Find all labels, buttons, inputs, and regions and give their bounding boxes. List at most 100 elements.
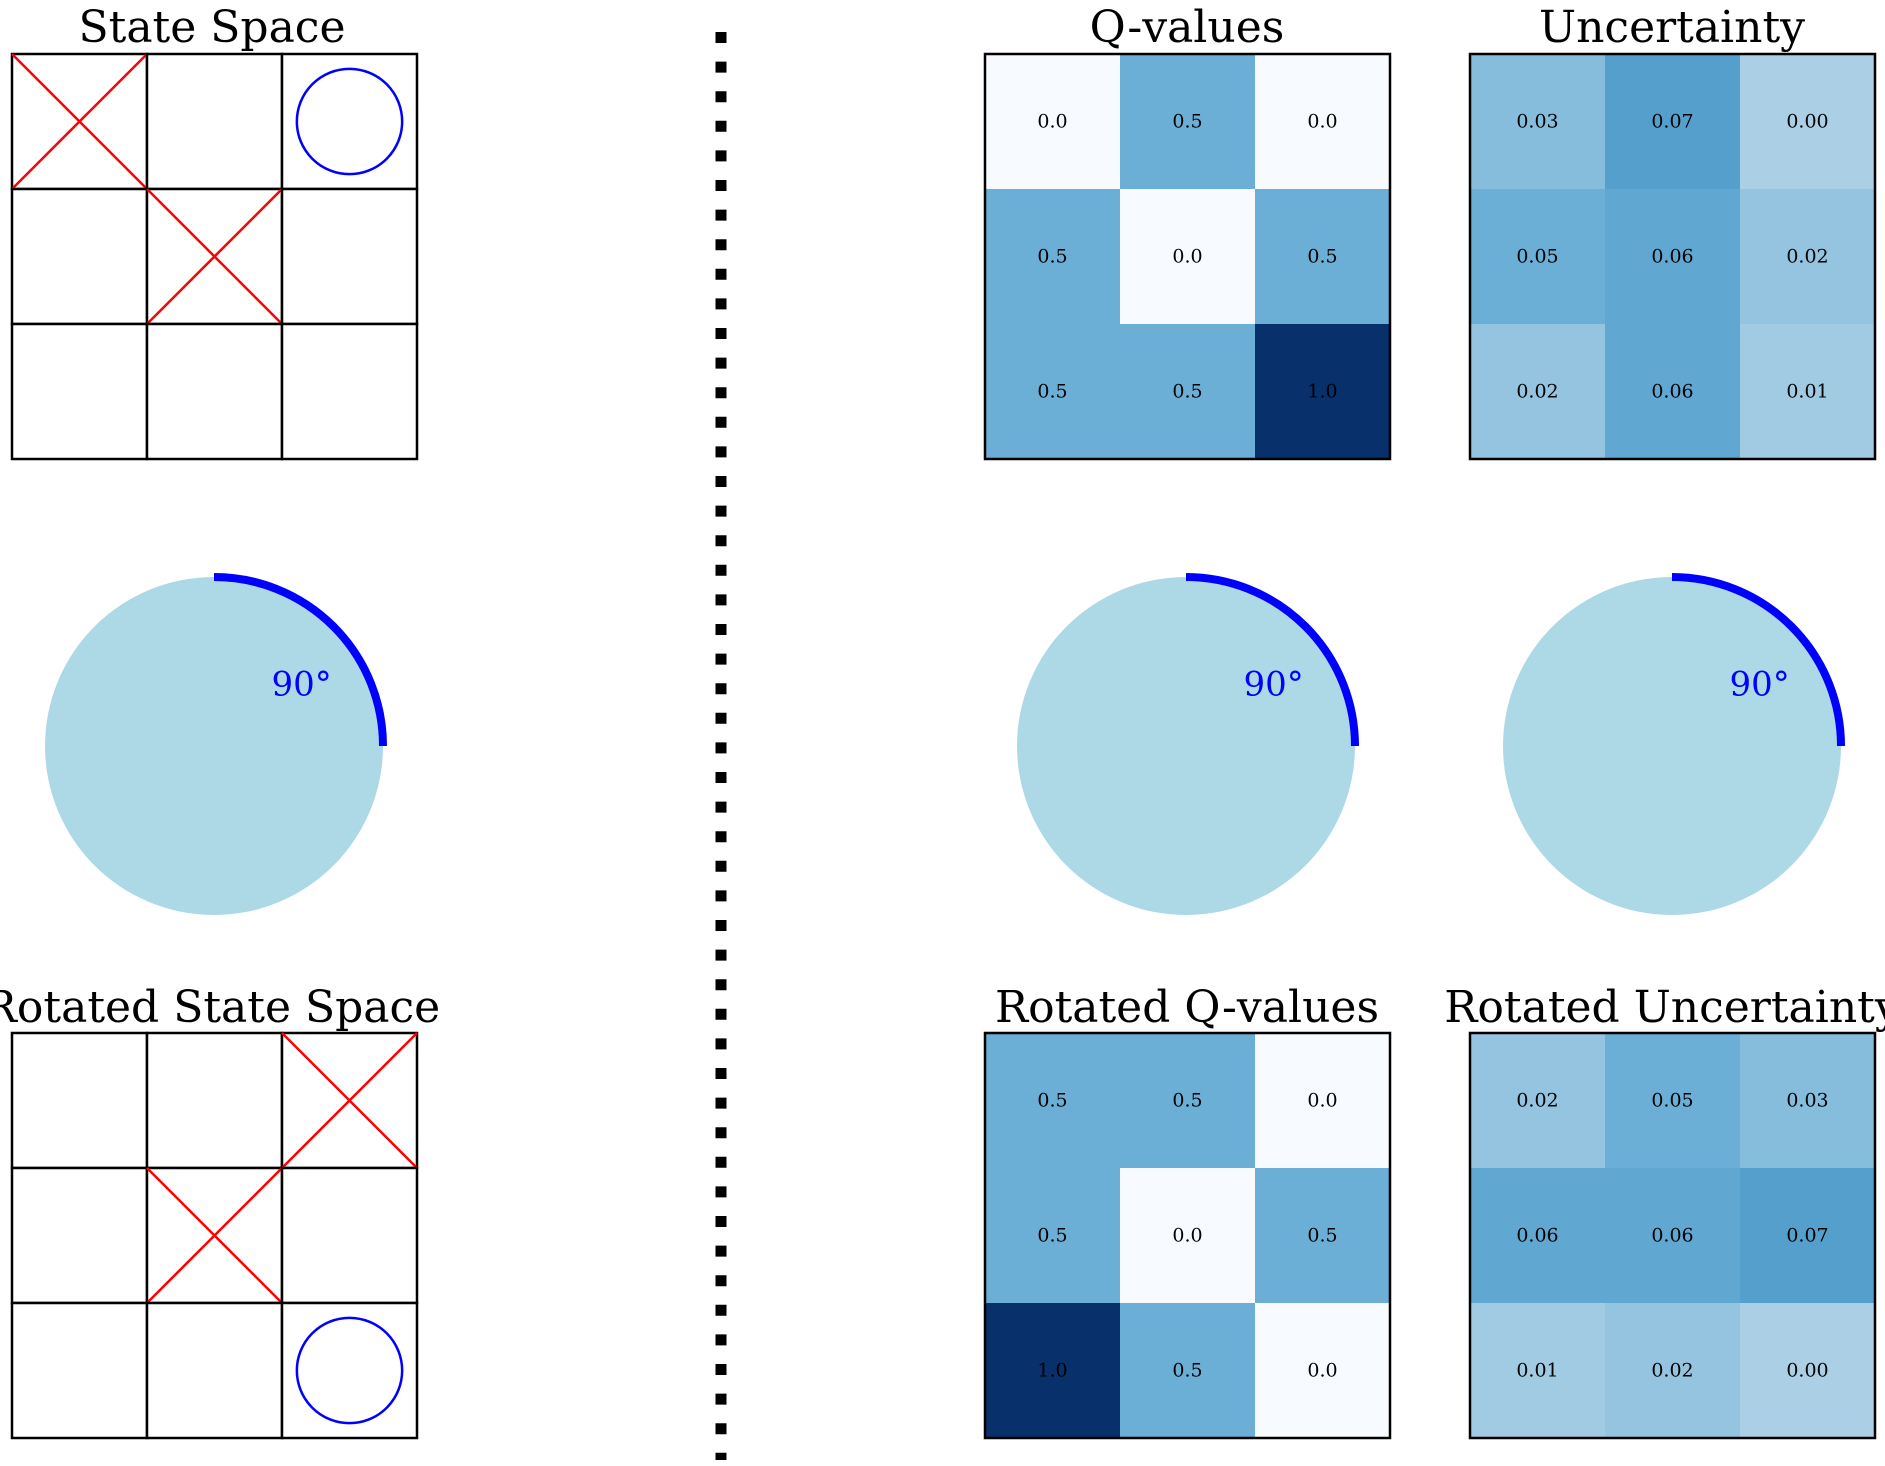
heatmap-cell-label: 0.00 — [1786, 111, 1828, 133]
board-cell — [145, 1031, 284, 1170]
heatmap-cell-label: 0.01 — [1786, 381, 1828, 403]
board-cell — [280, 52, 419, 191]
rotation-arc — [213, 573, 387, 747]
rotated-state-space-title: Rotated State Space — [0, 982, 440, 1033]
heatmap-cell-label: 0.5 — [1172, 1090, 1202, 1112]
heatmap-cell-label: 0.00 — [1786, 1360, 1828, 1382]
x-mark — [146, 1167, 283, 1304]
o-mark — [295, 67, 404, 176]
heatmap-cell — [985, 1168, 1120, 1303]
heatmap-cell-label: 0.5 — [1037, 1225, 1067, 1247]
heatmap-cell — [1605, 1168, 1740, 1303]
heatmap-cell — [1605, 189, 1740, 324]
heatmap-cell — [1605, 324, 1740, 459]
heatmap-cell-label: 0.06 — [1651, 246, 1693, 268]
heatmap-cell — [1255, 189, 1390, 324]
heatmap-cell-label: 0.0 — [1172, 1225, 1202, 1247]
heatmap-cell-label: 0.0 — [1172, 246, 1202, 268]
heatmap-cell-label: 0.5 — [1037, 246, 1067, 268]
heatmap-cell-label: 0.02 — [1516, 381, 1558, 403]
board-cell — [10, 1166, 149, 1305]
heatmap-cell — [1120, 1033, 1255, 1168]
heatmap-cell-label: 0.06 — [1651, 381, 1693, 403]
rotation-angle-label: 90° — [1730, 664, 1790, 704]
rotation-disk-state: 90° — [45, 573, 387, 915]
rotated-q-values-heatmap: Rotated Q-values 0.5 0.5 0.0 0.5 0.0 0.5 1.0 0.… — [983, 982, 1392, 1440]
heatmap-cell — [985, 1303, 1120, 1438]
q-values-heatmap: Q-values 0.0 0.5 0.0 0.5 0.0 0.5 0.5 0.5 1.0 — [983, 2, 1392, 461]
heatmap-frame — [1468, 52, 1877, 461]
heatmap-cell — [1740, 324, 1875, 459]
heatmap-cell — [1120, 54, 1255, 189]
x-mark-stroke — [146, 188, 283, 325]
heatmap-cell — [1120, 324, 1255, 459]
heatmap-cell-label: 1.0 — [1037, 1360, 1067, 1382]
heatmap-cell — [1605, 1303, 1740, 1438]
heatmap-cell-label: 0.0 — [1307, 1090, 1337, 1112]
heatmap-cell — [1255, 54, 1390, 189]
x-mark-stroke — [146, 1167, 283, 1304]
heatmap-frame — [1468, 1031, 1877, 1440]
rotation-disk-fill — [45, 577, 383, 915]
board-cell — [280, 1166, 419, 1305]
heatmap-cell-label: 0.5 — [1172, 381, 1202, 403]
heatmap-cell — [1255, 1303, 1390, 1438]
heatmap-cell — [985, 1033, 1120, 1168]
x-mark-stroke — [281, 1032, 418, 1169]
x-mark — [11, 53, 148, 190]
heatmap-cell-label: 0.5 — [1037, 1090, 1067, 1112]
heatmap-cell — [1470, 1168, 1605, 1303]
heatmap-cell — [1255, 324, 1390, 459]
board-cell — [280, 322, 419, 461]
rotated-uncertainty-heatmap: Rotated Uncertainty 0.02 0.05 0.03 0.06 0.06… — [1444, 982, 1885, 1440]
heatmap-cell — [1120, 189, 1255, 324]
heatmap-cell — [985, 189, 1120, 324]
heatmap-cell — [1605, 1033, 1740, 1168]
heatmap-cell-label: 0.01 — [1516, 1360, 1558, 1382]
rotation-angle-label: 90° — [1244, 664, 1304, 704]
rotation-arc — [1185, 573, 1359, 747]
heatmap-cell — [1255, 1033, 1390, 1168]
heatmap-cell — [1740, 189, 1875, 324]
heatmap-title: Q-values — [1090, 2, 1285, 53]
heatmap-cell-label: 0.5 — [1037, 381, 1067, 403]
board-cell — [145, 1301, 284, 1440]
heatmap-title: Rotated Uncertainty — [1444, 982, 1885, 1033]
heatmap-frame — [983, 52, 1392, 461]
heatmap-title: Uncertainty — [1539, 2, 1805, 53]
heatmap-cell-label: 0.0 — [1037, 111, 1067, 133]
heatmap-cell-label: 0.03 — [1786, 1090, 1828, 1112]
rotation-arc — [1671, 573, 1845, 747]
heatmap-cell-label: 0.07 — [1786, 1225, 1828, 1247]
board-cell — [145, 322, 284, 461]
board-cell — [10, 1031, 149, 1170]
heatmap-cell — [1255, 1168, 1390, 1303]
state-space-board — [10, 52, 419, 461]
heatmap-cell — [1120, 1168, 1255, 1303]
x-mark — [146, 188, 283, 325]
heatmap-cell-label: 0.05 — [1516, 246, 1558, 268]
x-mark — [281, 1032, 418, 1169]
x-mark-stroke — [11, 53, 148, 190]
heatmap-cell — [1605, 54, 1740, 189]
board-cell — [10, 1301, 149, 1440]
rotation-disk-fill — [1503, 577, 1841, 915]
heatmap-cell — [1740, 1033, 1875, 1168]
rotated-state-space-panel: Rotated State Space — [0, 982, 440, 1440]
heatmap-cell-label: 0.5 — [1307, 1225, 1337, 1247]
rotation-disk-fill — [1017, 577, 1355, 915]
rotated-state-space-board — [10, 1031, 419, 1440]
heatmap-cell-label: 0.07 — [1651, 111, 1693, 133]
o-mark — [295, 1316, 404, 1425]
board-cell — [145, 52, 284, 191]
board-cell — [10, 322, 149, 461]
heatmap-frame — [983, 1031, 1392, 1440]
heatmap-cell-label: 0.06 — [1651, 1225, 1693, 1247]
state-space-title: State Space — [79, 2, 346, 53]
state-space-panel: State Space — [10, 2, 419, 461]
rotation-angle-label: 90° — [272, 664, 332, 704]
heatmap-cell-label: 0.02 — [1786, 246, 1828, 268]
heatmap-cell — [985, 324, 1120, 459]
heatmap-cell-label: 0.5 — [1172, 111, 1202, 133]
